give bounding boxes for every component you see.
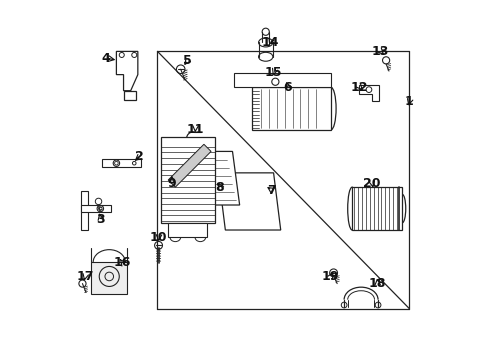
Polygon shape bbox=[252, 87, 331, 130]
Text: 18: 18 bbox=[368, 277, 386, 290]
Polygon shape bbox=[81, 205, 111, 212]
Text: 6: 6 bbox=[284, 81, 292, 94]
Text: 1: 1 bbox=[405, 95, 414, 108]
Polygon shape bbox=[92, 262, 127, 294]
Text: 15: 15 bbox=[265, 66, 282, 79]
Text: 20: 20 bbox=[363, 177, 381, 190]
Text: 19: 19 bbox=[322, 270, 340, 283]
Text: 13: 13 bbox=[371, 45, 389, 58]
Text: 5: 5 bbox=[183, 54, 192, 67]
Polygon shape bbox=[352, 187, 402, 230]
Polygon shape bbox=[102, 158, 142, 167]
Polygon shape bbox=[117, 51, 138, 91]
Polygon shape bbox=[81, 191, 88, 230]
Polygon shape bbox=[234, 73, 331, 87]
Polygon shape bbox=[190, 152, 240, 205]
Text: 2: 2 bbox=[135, 150, 144, 163]
Text: 7: 7 bbox=[268, 184, 276, 197]
Text: 14: 14 bbox=[261, 36, 279, 49]
Polygon shape bbox=[168, 144, 211, 187]
Polygon shape bbox=[123, 91, 136, 100]
Polygon shape bbox=[168, 223, 207, 237]
Text: 8: 8 bbox=[216, 181, 224, 194]
Text: 4: 4 bbox=[101, 52, 110, 65]
Text: 17: 17 bbox=[76, 270, 94, 283]
Text: 16: 16 bbox=[113, 256, 130, 269]
Text: 10: 10 bbox=[150, 231, 167, 244]
Text: 3: 3 bbox=[96, 213, 105, 226]
Text: 12: 12 bbox=[350, 81, 368, 94]
Polygon shape bbox=[359, 85, 379, 102]
Text: 11: 11 bbox=[186, 123, 204, 136]
Text: 9: 9 bbox=[168, 177, 176, 190]
Polygon shape bbox=[161, 137, 215, 223]
Polygon shape bbox=[218, 173, 281, 230]
